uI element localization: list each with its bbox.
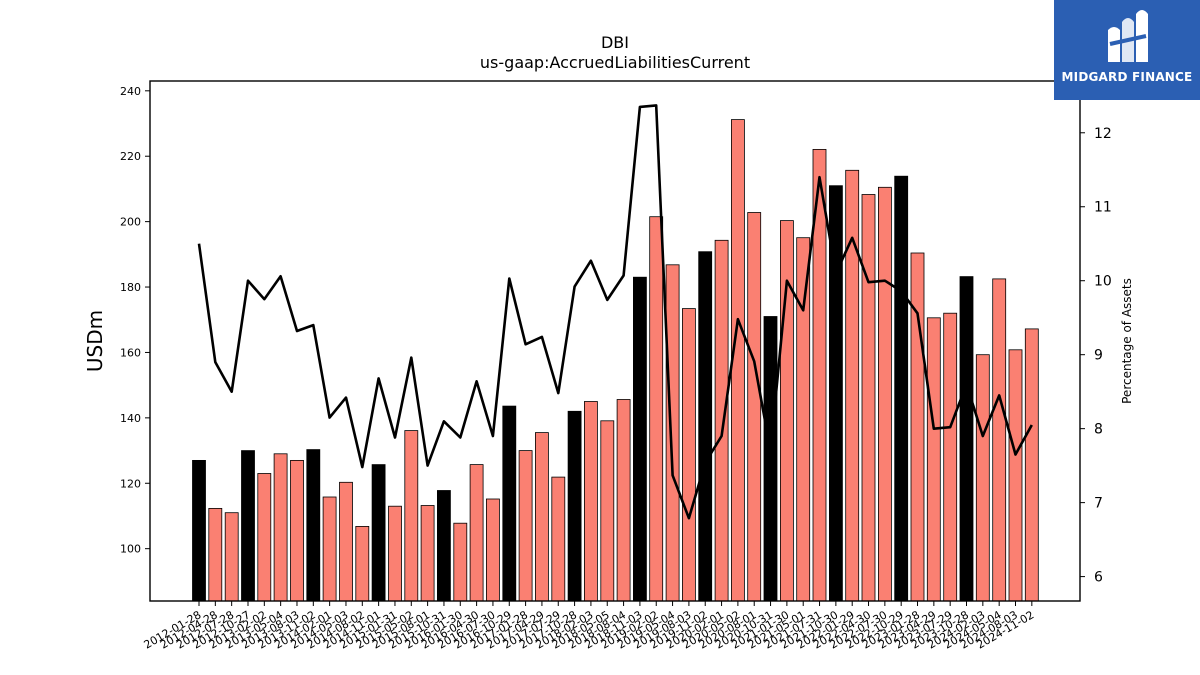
chart-subtitle: us-gaap:AccruedLiabilitiesCurrent bbox=[480, 53, 750, 72]
y-axis-right: 6 7 8 9 10 11 12 bbox=[1080, 126, 1112, 586]
logo-text: MIDGARD FINANCE bbox=[1061, 70, 1193, 84]
bar-2013-11-02 bbox=[306, 449, 321, 602]
bar-2018-02-03 bbox=[584, 401, 598, 602]
y2-tick-label: 7 bbox=[1094, 496, 1103, 512]
bar-2015-10-31 bbox=[436, 490, 451, 602]
bar-2016-01-30 bbox=[453, 522, 468, 602]
y-tick-label: 200 bbox=[120, 216, 141, 229]
bar-2017-07-29 bbox=[551, 476, 566, 602]
x-axis: 2012-01-282012-04-282012-07-282012-10-27… bbox=[142, 601, 1036, 652]
bar-2018-11-03 bbox=[633, 276, 647, 602]
y-axis-label: USDm bbox=[83, 310, 107, 372]
bar-2014-08-02 bbox=[355, 526, 370, 602]
bar-2019-02-02 bbox=[649, 216, 664, 602]
bar-2022-04-30 bbox=[861, 194, 876, 602]
y2-tick-label: 6 bbox=[1094, 570, 1103, 586]
bar-2013-02-02 bbox=[257, 473, 272, 602]
y-axis-left: 100 120 140 160 180 200 220 240 bbox=[120, 85, 150, 556]
y-tick-label: 180 bbox=[120, 281, 141, 294]
bar-2014-05-03 bbox=[339, 481, 353, 602]
bar-2023-07-29 bbox=[943, 312, 958, 602]
bar-2019-05-04 bbox=[665, 264, 680, 602]
bar-2012-04-28 bbox=[208, 507, 223, 602]
bar-2016-07-30 bbox=[485, 498, 500, 602]
percentage-line bbox=[197, 104, 1033, 520]
bar-2014-02-01 bbox=[322, 496, 337, 602]
bar-2023-10-28 bbox=[959, 276, 974, 602]
bar-2021-01-30 bbox=[780, 220, 794, 602]
bar-2012-10-27 bbox=[241, 450, 255, 602]
y-tick-label: 160 bbox=[120, 346, 141, 359]
bar-2012-01-28 bbox=[192, 459, 206, 602]
y2-tick-label: 12 bbox=[1094, 126, 1112, 142]
bar-2020-02-01 bbox=[714, 239, 729, 602]
logo: MIDGARD FINANCE bbox=[1054, 0, 1200, 100]
bar-2021-05-01 bbox=[796, 237, 811, 602]
bar-2016-04-30 bbox=[469, 464, 484, 602]
bar-2013-05-04 bbox=[273, 453, 288, 602]
y-tick-label: 100 bbox=[120, 543, 141, 556]
midgard-logo-icon bbox=[1108, 10, 1148, 62]
bar-2015-08-01 bbox=[420, 505, 435, 602]
bar-2012-07-28 bbox=[224, 512, 239, 602]
bar-2020-08-01 bbox=[747, 212, 762, 602]
bar-2024-11-02 bbox=[1024, 328, 1039, 602]
bar-2017-04-29 bbox=[535, 432, 549, 602]
chart-title: DBI bbox=[601, 33, 629, 52]
bar-2024-05-04 bbox=[992, 278, 1007, 602]
y-tick-label: 140 bbox=[120, 412, 141, 425]
y2-tick-label: 11 bbox=[1094, 200, 1112, 216]
bar-2014-11-01 bbox=[371, 464, 386, 602]
line-series bbox=[197, 104, 1033, 520]
y-tick-label: 220 bbox=[120, 150, 141, 163]
y2-tick-label: 9 bbox=[1094, 348, 1103, 364]
y-tick-label: 240 bbox=[120, 85, 141, 98]
bar-2019-11-02 bbox=[698, 251, 713, 602]
bar-2024-08-03 bbox=[1008, 349, 1023, 602]
y2-axis-label: Percentage of Assets bbox=[1120, 278, 1134, 404]
plot-frame bbox=[149, 80, 1081, 602]
bar-2023-04-29 bbox=[926, 317, 941, 602]
bar-2018-05-05 bbox=[600, 420, 615, 602]
bar-2017-01-28 bbox=[518, 450, 533, 602]
bar-2019-08-03 bbox=[682, 308, 696, 602]
bar-2022-07-30 bbox=[878, 186, 892, 602]
bar-2017-10-28 bbox=[567, 410, 582, 602]
bar-2015-05-02 bbox=[404, 430, 419, 602]
y2-tick-label: 10 bbox=[1094, 274, 1112, 290]
y-tick-label: 120 bbox=[120, 477, 141, 490]
bar-2015-01-31 bbox=[388, 505, 402, 602]
bar-2022-10-29 bbox=[894, 175, 909, 602]
bar-2024-02-03 bbox=[975, 354, 990, 602]
bar-2018-08-04 bbox=[616, 399, 631, 602]
bar-2013-08-03 bbox=[290, 459, 304, 602]
bar-2016-10-29 bbox=[502, 405, 517, 602]
bar-2022-01-29 bbox=[845, 169, 860, 602]
y2-tick-label: 8 bbox=[1094, 422, 1103, 438]
bar-2020-10-31 bbox=[763, 316, 778, 602]
